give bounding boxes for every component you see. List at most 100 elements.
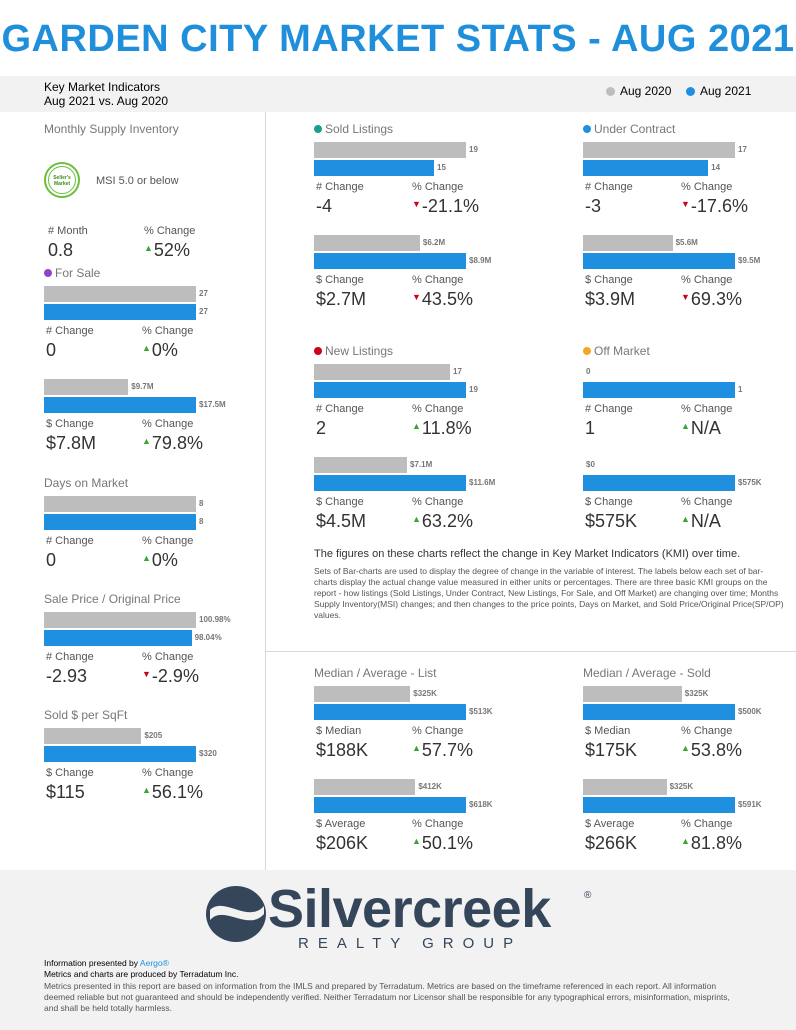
bar-value-label: $513K: [469, 707, 493, 716]
change-value: ▲N/A: [681, 418, 721, 439]
down-arrow-icon: ▼: [681, 199, 690, 209]
change-value: 0: [46, 550, 56, 571]
change-value-text: 0%: [151, 340, 178, 360]
change-value: 0: [46, 340, 56, 361]
change-label: $ Median: [316, 725, 362, 737]
chart-title-text: New Listings: [325, 344, 394, 358]
chart-title: Sold Listings: [314, 122, 393, 136]
aergo-link[interactable]: Aergo®: [139, 958, 169, 968]
change-label: % Change: [142, 767, 194, 779]
chart-title: Median / Average - List: [314, 666, 437, 680]
series-dot-icon: [314, 347, 322, 355]
bar-aug-2021: [44, 304, 196, 320]
change-value-text: 2: [316, 418, 327, 438]
change-value-text: 56.1%: [151, 782, 203, 802]
change-label: # Change: [585, 403, 633, 415]
description-heading: The figures on these charts reflect the …: [314, 548, 741, 560]
bar-value-label: 14: [711, 163, 721, 172]
bar-value-label: 8: [199, 517, 204, 526]
bar-value-label: $9.7M: [131, 382, 154, 391]
change-label: % Change: [681, 818, 733, 830]
down-arrow-icon: ▼: [681, 292, 690, 302]
bar-aug-2020: [44, 496, 196, 512]
bar-value-label: 19: [469, 145, 478, 154]
change-value: $2.7M: [316, 289, 366, 310]
change-value-text: 63.2%: [421, 511, 473, 531]
brand-name: Silvercreek: [268, 879, 551, 939]
chart-title-text: Median / Average - List: [314, 666, 437, 680]
bar-aug-2020: [314, 686, 411, 702]
series-dot-icon: [44, 269, 52, 277]
up-arrow-icon: ▲: [144, 243, 153, 253]
msi-change-text: 52%: [153, 240, 190, 260]
brand-subtitle: REALTY GROUP: [298, 935, 523, 952]
change-label: $ Change: [46, 418, 94, 430]
bar-value-label: 1: [738, 385, 743, 394]
change-value: ▲0%: [142, 340, 178, 361]
change-value-text: -17.6%: [690, 196, 748, 216]
change-label: % Change: [142, 535, 194, 547]
change-value: ▲11.8%: [412, 418, 472, 439]
bar-aug-2021: [314, 160, 434, 176]
change-value: $206K: [316, 833, 368, 854]
bar-aug-2021: [44, 514, 196, 530]
chart-title: Days on Market: [44, 476, 128, 490]
change-value-text: 50.1%: [421, 833, 473, 853]
bar-value-label: 0: [586, 367, 591, 376]
series-dot-icon: [583, 125, 591, 133]
change-label: % Change: [681, 725, 733, 737]
bar-aug-2021: [583, 797, 735, 813]
bar-value-label: 17: [453, 367, 462, 376]
change-value: ▲63.2%: [412, 511, 473, 532]
bar-value-label: 98.04%: [194, 633, 222, 642]
change-value: ▼-21.1%: [412, 196, 479, 217]
legend-item-aug-2021: Aug 2021: [686, 84, 751, 98]
header-line1: Key Market Indicators: [44, 80, 161, 94]
bar-aug-2020: [314, 142, 466, 158]
bar-aug-2021: [44, 630, 192, 646]
bar-aug-2020: [314, 457, 408, 473]
series-dot-icon: [583, 347, 591, 355]
bar-value-label: $7.1M: [410, 460, 433, 469]
series-dot-icon: [314, 125, 322, 133]
bar-aug-2020: [583, 779, 667, 795]
bar-aug-2020: [44, 728, 142, 744]
up-arrow-icon: ▲: [142, 343, 151, 353]
bar-value-label: $17.5M: [199, 400, 226, 409]
chart-title: Sale Price / Original Price: [44, 592, 181, 606]
bar-value-label: 8: [199, 499, 204, 508]
change-value: ▲79.8%: [142, 433, 203, 454]
change-value-text: $2.7M: [316, 289, 367, 309]
produced-by: Metrics and charts are produced by Terra…: [44, 969, 239, 979]
disclaimer: Metrics presented in this report are bas…: [44, 981, 730, 1013]
change-value: -4: [316, 196, 332, 217]
bar-value-label: $575K: [738, 478, 762, 487]
bar-value-label: $325K: [413, 689, 437, 698]
change-value-text: -2.93: [46, 666, 88, 686]
change-value: ▲56.1%: [142, 782, 203, 803]
change-value-text: $266K: [585, 833, 638, 853]
bar-aug-2021: [314, 475, 466, 491]
change-value: $4.5M: [316, 511, 366, 532]
change-value-text: 0: [46, 340, 57, 360]
chart-title: Median / Average - Sold: [583, 666, 711, 680]
silvercreek-logo-icon: [206, 886, 266, 942]
change-label: % Change: [681, 403, 733, 415]
up-arrow-icon: ▲: [412, 743, 421, 753]
up-arrow-icon: ▲: [412, 514, 421, 524]
change-value: ▲53.8%: [681, 740, 742, 761]
bar-aug-2020: [44, 379, 129, 395]
change-value-text: N/A: [690, 511, 721, 531]
header-line2: Aug 2021 vs. Aug 2020: [44, 94, 169, 108]
change-label: % Change: [412, 818, 464, 830]
change-label: % Change: [412, 725, 464, 737]
change-value-text: $206K: [316, 833, 369, 853]
change-label: # Change: [585, 181, 633, 193]
chart-title-text: Sold Listings: [325, 122, 394, 136]
change-value: ▲81.8%: [681, 833, 742, 854]
change-label: $ Median: [585, 725, 631, 737]
change-label: % Change: [142, 651, 194, 663]
change-label: % Change: [412, 496, 464, 508]
change-value: -3: [585, 196, 601, 217]
bar-value-label: $320: [199, 749, 217, 758]
